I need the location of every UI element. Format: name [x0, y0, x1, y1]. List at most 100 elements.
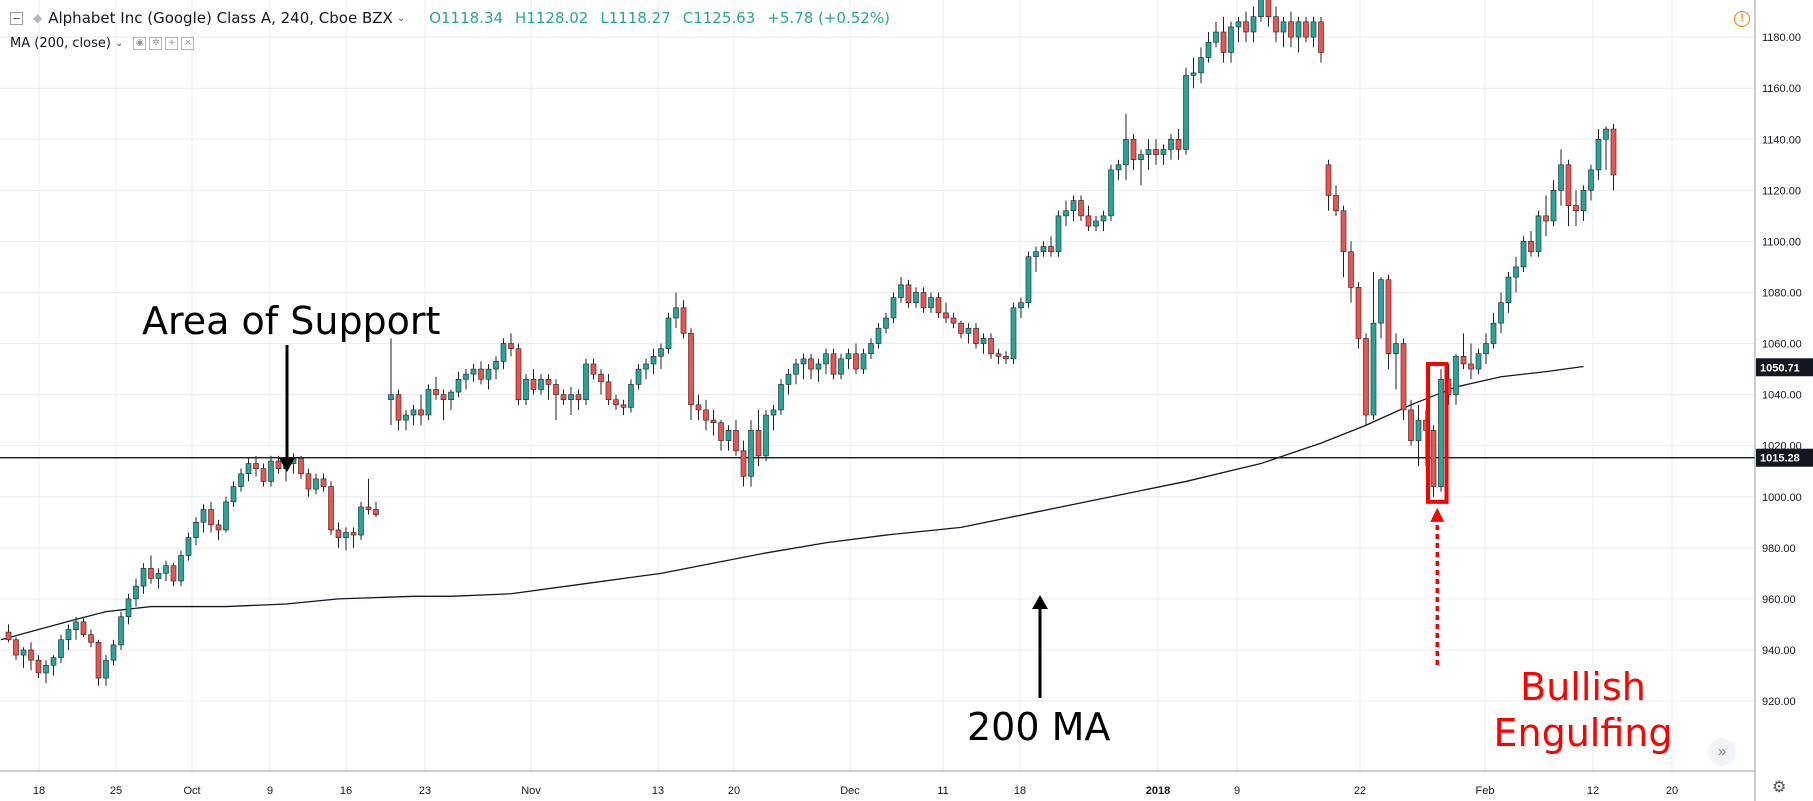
candle-body	[1265, 0, 1272, 17]
candle-body	[560, 394, 567, 401]
candle-body	[1205, 41, 1212, 58]
candle-body	[1010, 307, 1017, 360]
candle-body	[1558, 164, 1564, 191]
candle-body	[823, 353, 829, 365]
candle-body	[1160, 149, 1167, 155]
candle-body	[455, 378, 462, 393]
candle-body	[980, 338, 987, 344]
indicator-row: MA (200, close) ⌄ ◉ ✲ + ×	[10, 36, 197, 51]
candle-body	[1453, 356, 1459, 395]
scroll-right-icon[interactable]: »	[1708, 738, 1736, 766]
candle-body	[920, 292, 927, 309]
settings-gear-icon[interactable]: ⚙	[1772, 779, 1787, 796]
candle-body	[958, 322, 964, 334]
candle-body	[1408, 409, 1414, 441]
x-tick-label: 9	[267, 785, 273, 797]
ma-arrow-head	[1032, 595, 1048, 609]
candle-body	[605, 381, 612, 401]
price-label-bg	[1756, 448, 1813, 467]
candle-body	[1595, 138, 1602, 171]
open-value: O1118.34	[429, 9, 504, 27]
candle-body	[628, 384, 634, 408]
candle-body	[763, 414, 769, 457]
candle-body	[313, 478, 319, 490]
candle-body	[335, 529, 342, 538]
candle-body	[1033, 251, 1039, 258]
support-annotation-text: Area of Support	[142, 299, 440, 343]
candle-body	[1145, 149, 1152, 155]
candle-body	[403, 414, 409, 421]
plus-icon[interactable]: +	[165, 37, 179, 50]
y-tick-label: 1120.00	[1762, 185, 1801, 197]
candle-body	[253, 463, 259, 469]
x-tick-label: Feb	[1476, 785, 1495, 797]
candle-body	[808, 358, 814, 370]
candle-body	[658, 348, 664, 357]
candle-body	[13, 639, 19, 656]
x-tick-label: 20	[728, 785, 740, 797]
candle-body	[1055, 215, 1062, 252]
candle-body	[1318, 21, 1324, 53]
collapse-icon[interactable]: −	[10, 11, 23, 25]
candle-body	[1025, 256, 1032, 303]
candle-body	[110, 644, 117, 661]
candle-body	[1603, 128, 1609, 140]
candle-body	[1063, 210, 1069, 217]
candle-body	[1438, 378, 1444, 487]
indicator-label[interactable]: MA (200, close)	[10, 36, 111, 51]
candle-body	[1100, 215, 1107, 222]
candle-body	[703, 409, 709, 421]
moving-average-line	[0, 365, 1584, 641]
candle-body	[238, 473, 244, 487]
candle-body	[395, 394, 402, 421]
candle-body	[328, 486, 334, 531]
candle-body	[1048, 246, 1054, 252]
y-tick-label: 980.00	[1762, 543, 1796, 555]
high-value: H1128.02	[515, 9, 589, 27]
candle-body	[838, 358, 844, 375]
candle-body	[260, 468, 267, 482]
candle-body	[448, 391, 454, 401]
ma-label-bg	[1756, 358, 1813, 377]
eye-icon[interactable]: ◉	[133, 37, 147, 50]
candle-body	[740, 450, 747, 477]
candle-body	[770, 409, 777, 416]
ma-price-label: 1050.71	[1760, 362, 1800, 374]
candle-body	[193, 521, 199, 538]
candle-body	[710, 419, 717, 423]
candle-body	[508, 343, 514, 349]
candle-body	[673, 307, 679, 319]
favorite-icon[interactable]: ◆	[33, 11, 43, 25]
candle-body	[530, 378, 537, 390]
candle-body	[650, 356, 657, 365]
candle-body	[20, 649, 27, 656]
chart-header: − ◆ Alphabet Inc (Google) Class A, 240, …	[0, 0, 1755, 51]
candle-body	[140, 567, 147, 587]
candle-body	[1400, 343, 1407, 411]
candle-body	[643, 363, 649, 370]
candle-body	[1213, 31, 1219, 43]
candle-body	[1468, 363, 1474, 370]
warning-icon[interactable]: !	[1734, 11, 1750, 27]
candle-body	[1610, 128, 1617, 176]
candle-body	[58, 639, 64, 658]
pattern-arrow-head	[1430, 507, 1445, 522]
candle-body	[1535, 215, 1542, 252]
chevron-down-icon[interactable]: ⌄	[396, 12, 406, 24]
candle-body	[1250, 16, 1257, 33]
close-value: C1125.63	[682, 9, 756, 27]
candle-body	[1415, 419, 1422, 441]
close-icon[interactable]: ×	[181, 37, 195, 50]
pattern-text-line1: Bullish	[1520, 665, 1646, 709]
candle-body	[988, 338, 994, 355]
candle-body	[1138, 154, 1144, 160]
candle-body	[905, 284, 912, 303]
candle-body	[890, 297, 897, 319]
y-tick-label: 1080.00	[1762, 287, 1802, 299]
symbol-title[interactable]: Alphabet Inc (Google) Class A, 240, Cboe…	[48, 9, 393, 27]
settings-icon[interactable]: ✲	[149, 37, 163, 50]
candle-body	[1093, 220, 1099, 227]
chevron-down-icon[interactable]: ⌄	[114, 38, 124, 49]
y-tick-label: 1060.00	[1762, 339, 1802, 351]
